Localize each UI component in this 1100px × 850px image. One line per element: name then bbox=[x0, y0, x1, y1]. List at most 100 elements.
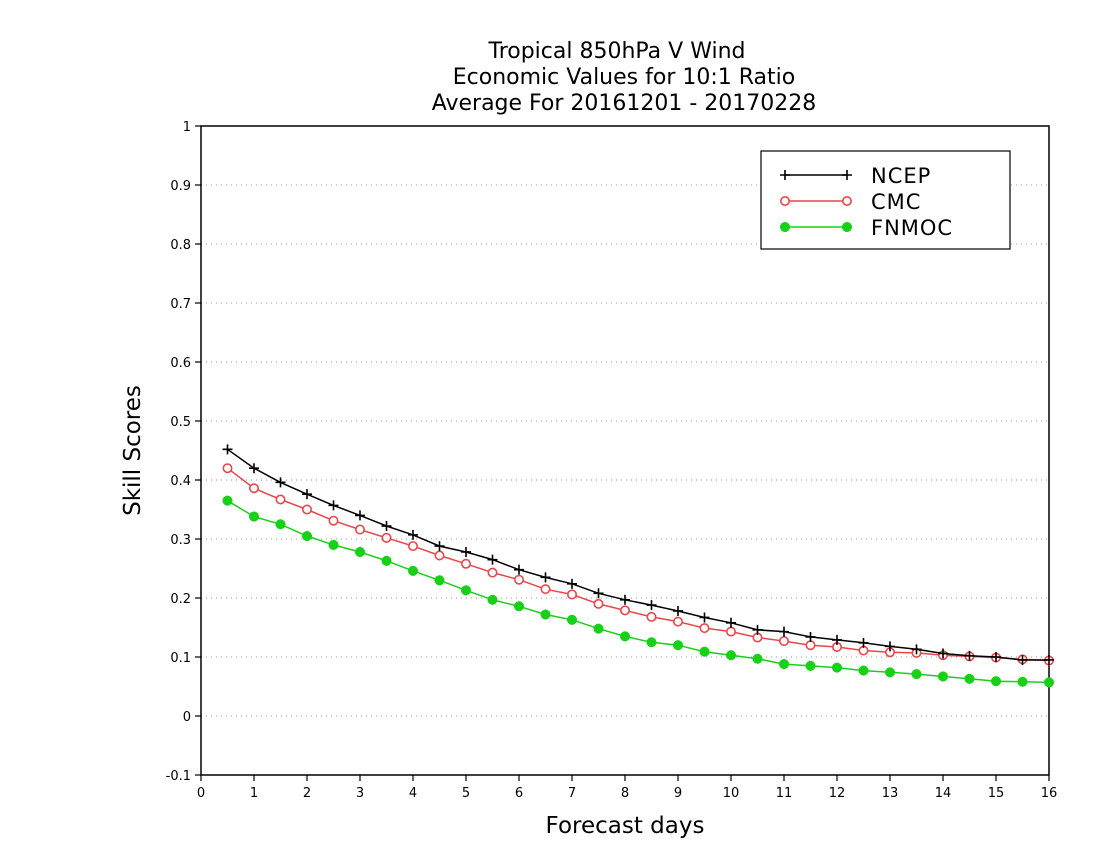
cmc-point bbox=[222, 463, 233, 474]
cmc-point bbox=[460, 558, 471, 569]
cmc-point bbox=[513, 574, 524, 585]
ncep-point bbox=[381, 521, 392, 532]
y-tick-label: -0.1 bbox=[166, 769, 191, 784]
ncep-point bbox=[779, 626, 789, 637]
cmc-point bbox=[540, 584, 551, 595]
series-ncep bbox=[222, 444, 1054, 665]
ncep-point bbox=[620, 594, 630, 605]
x-tick-label: 15 bbox=[988, 786, 1005, 801]
fnmoc-point bbox=[513, 601, 525, 612]
y-axis-ticks: -0.1 0 0.1 0.2 0.3 0.4 0.5 0.6 0.7 0.8 0.9 1 bbox=[166, 120, 201, 784]
ncep-point bbox=[302, 489, 312, 500]
fnmoc-point bbox=[328, 539, 339, 550]
ncep-point bbox=[938, 648, 948, 659]
fnmoc-point bbox=[672, 640, 684, 651]
ncep-point bbox=[699, 612, 710, 623]
x-tick-label: 2 bbox=[303, 786, 311, 801]
ncep-point bbox=[858, 637, 869, 648]
y-tick-label: 0.7 bbox=[170, 297, 191, 312]
fnmoc-point bbox=[884, 667, 896, 678]
ncep-point bbox=[275, 477, 286, 488]
ncep-point bbox=[832, 634, 842, 645]
fnmoc-point bbox=[805, 660, 816, 671]
cmc-point bbox=[725, 626, 736, 637]
x-axis-label: Forecast days bbox=[546, 813, 705, 839]
ncep-point bbox=[540, 572, 551, 583]
cmc-point bbox=[646, 611, 657, 622]
cmc-point bbox=[407, 541, 418, 552]
legend-label-fnmoc: FNMOC bbox=[871, 216, 953, 240]
fnmoc-point bbox=[460, 585, 472, 596]
fnmoc-point bbox=[990, 676, 1002, 687]
cmc-point bbox=[593, 598, 604, 609]
fnmoc-point bbox=[381, 555, 392, 566]
cmc-point bbox=[805, 640, 816, 651]
x-tick-label: 9 bbox=[674, 786, 682, 801]
cmc-point bbox=[699, 623, 710, 634]
fnmoc-point bbox=[354, 546, 366, 558]
cmc-point bbox=[328, 515, 339, 526]
legend-item-fnmoc: FNMOC bbox=[779, 216, 953, 240]
ncep-point bbox=[328, 500, 339, 511]
fnmoc-point bbox=[646, 637, 657, 648]
y-tick-label: 0 bbox=[183, 710, 191, 725]
fnmoc-point bbox=[434, 575, 445, 586]
series-layer bbox=[222, 444, 1055, 688]
cmc-point bbox=[249, 483, 260, 494]
ncep-point bbox=[805, 631, 816, 642]
fnmoc-point bbox=[222, 495, 233, 506]
x-tick-label: 13 bbox=[882, 786, 899, 801]
ncep-point bbox=[249, 463, 259, 474]
ncep-point bbox=[567, 578, 577, 589]
x-tick-label: 6 bbox=[515, 786, 523, 801]
ncep-point bbox=[434, 541, 445, 552]
fnmoc-point bbox=[407, 565, 419, 576]
y-tick-label: 0.4 bbox=[170, 474, 191, 489]
fnmoc-point bbox=[1017, 676, 1028, 687]
series-cmc-line bbox=[227, 467, 1050, 662]
ncep-point bbox=[673, 605, 683, 616]
x-tick-label: 1 bbox=[250, 786, 258, 801]
fnmoc-point bbox=[937, 671, 949, 682]
cmc-point bbox=[778, 636, 789, 647]
legend-label-cmc: CMC bbox=[871, 190, 921, 214]
legend-ncep-point bbox=[842, 170, 852, 180]
fnmoc-point bbox=[540, 609, 551, 620]
cmc-point bbox=[354, 524, 365, 535]
fnmoc-point bbox=[248, 511, 260, 522]
fnmoc-point bbox=[964, 673, 975, 684]
cmc-point bbox=[672, 616, 683, 627]
legend-ncep-point bbox=[780, 170, 790, 180]
y-tick-label: 0.9 bbox=[170, 179, 191, 194]
ncep-point bbox=[355, 510, 365, 521]
cmc-point bbox=[619, 605, 630, 616]
x-tick-label: 11 bbox=[776, 786, 793, 801]
cmc-point bbox=[275, 494, 286, 505]
ncep-point bbox=[222, 444, 233, 455]
cmc-point bbox=[487, 567, 498, 578]
ncep-point bbox=[461, 546, 471, 557]
fnmoc-point bbox=[831, 662, 843, 673]
y-tick-label: 0.6 bbox=[170, 356, 191, 371]
fnmoc-point bbox=[911, 669, 922, 680]
cmc-point bbox=[434, 550, 445, 561]
x-tick-label: 14 bbox=[935, 786, 952, 801]
ncep-point bbox=[593, 588, 604, 599]
ncep-point bbox=[991, 652, 1001, 662]
x-tick-label: 0 bbox=[197, 786, 205, 801]
fnmoc-point bbox=[725, 650, 737, 661]
cmc-point bbox=[566, 589, 577, 600]
fnmoc-point bbox=[778, 659, 790, 670]
ncep-point bbox=[726, 617, 736, 628]
fnmoc-point bbox=[1043, 677, 1055, 688]
legend-cmc-point bbox=[779, 196, 790, 207]
ncep-point bbox=[408, 529, 418, 540]
chart-title: Tropical 850hPa V Wind Economic Values f… bbox=[432, 39, 817, 116]
cmc-point bbox=[301, 504, 312, 515]
series-fnmoc bbox=[222, 495, 1055, 688]
fnmoc-point bbox=[566, 614, 578, 625]
series-cmc bbox=[222, 463, 1055, 666]
legend-item-ncep: NCEP bbox=[780, 164, 930, 188]
